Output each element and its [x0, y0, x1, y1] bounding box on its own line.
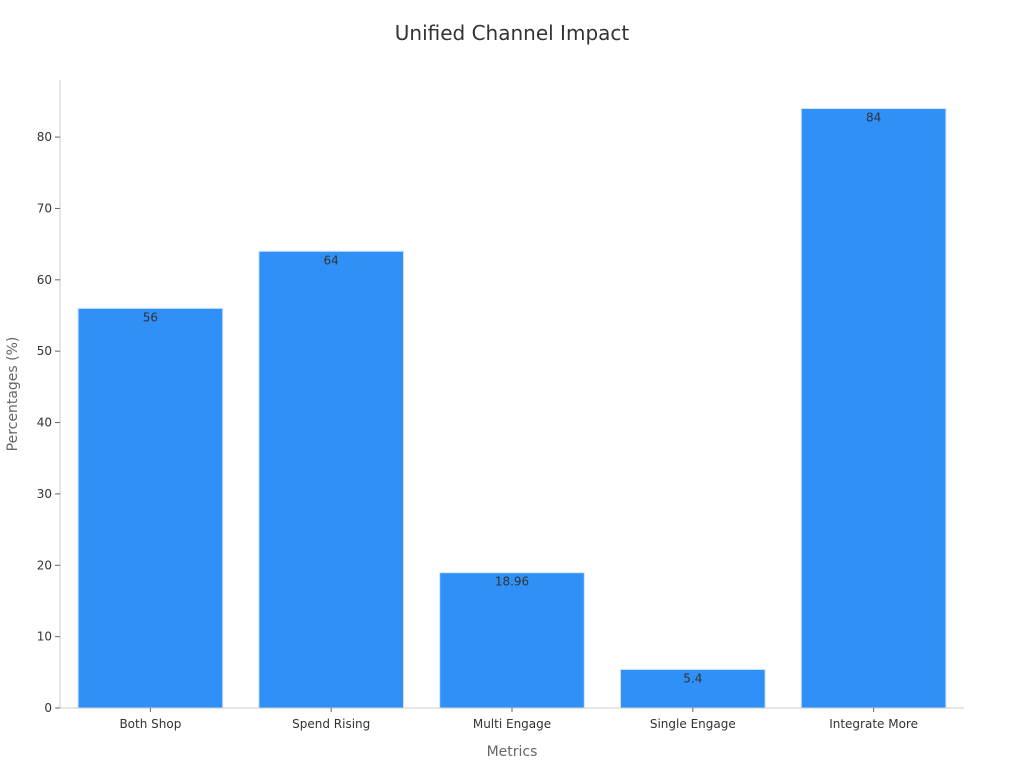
- x-tick-label: Spend Rising: [292, 717, 370, 731]
- x-tick-label: Both Shop: [119, 717, 181, 731]
- y-tick-label: 50: [37, 344, 52, 358]
- y-tick-label: 0: [44, 701, 52, 715]
- chart-title: Unified Channel Impact: [395, 21, 630, 45]
- data-label: 64: [324, 253, 339, 267]
- bars-layer: [77, 108, 947, 709]
- x-tick-label: Multi Engage: [473, 717, 551, 731]
- x-axis-label: Metrics: [487, 744, 538, 760]
- x-tick-label: Single Engage: [650, 717, 736, 731]
- data-label: 84: [866, 111, 881, 125]
- bar-integrate-more: [800, 108, 947, 709]
- bar-spend-rising: [258, 250, 405, 709]
- y-tick-label: 70: [37, 201, 52, 215]
- bar-both-shop: [77, 307, 224, 709]
- bar-multi-engage: [439, 572, 585, 709]
- y-axis-ticks: 0 10 20 30 40 50 60 70 80: [37, 130, 60, 715]
- data-label: 5.4: [683, 671, 702, 685]
- y-tick-label: 60: [37, 273, 52, 287]
- bar-single-engage: [619, 668, 766, 709]
- y-tick-label: 30: [37, 487, 52, 501]
- y-tick-label: 40: [37, 416, 52, 430]
- data-label: 56: [143, 310, 158, 324]
- y-tick-label: 20: [37, 558, 52, 572]
- y-axis-label: Percentages (%): [5, 337, 21, 452]
- x-tick-label: Integrate More: [829, 717, 918, 731]
- y-tick-label: 80: [37, 130, 52, 144]
- data-labels-layer: 56 64 18.96 5.4 84: [143, 111, 881, 686]
- y-tick-label: 10: [37, 630, 52, 644]
- x-axis-ticks: Both Shop Spend Rising Multi Engage Single …: [119, 708, 918, 731]
- data-label: 18.96: [495, 575, 529, 589]
